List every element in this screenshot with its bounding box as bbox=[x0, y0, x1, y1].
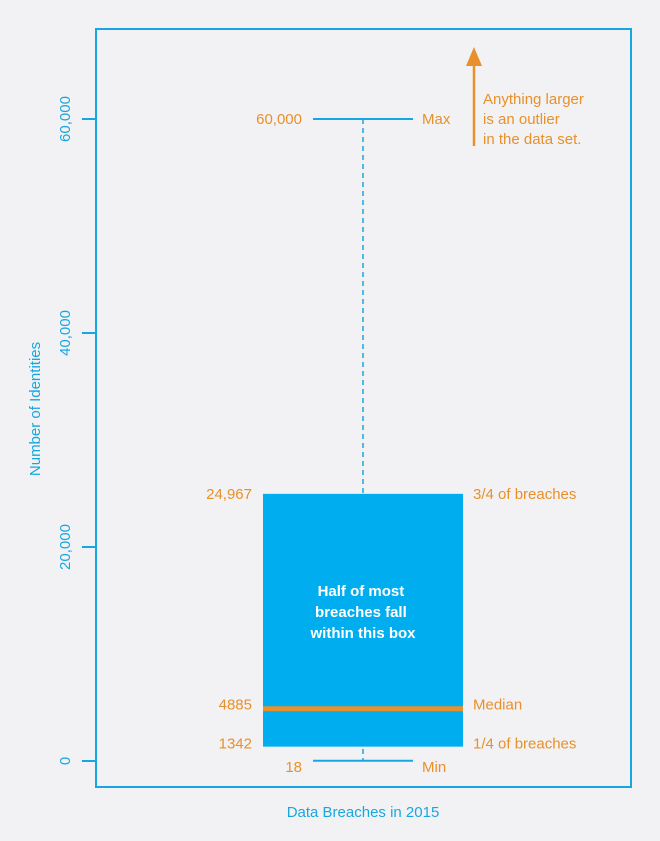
box-annotation: Half of most breaches fall within this b… bbox=[310, 583, 417, 642]
y-tick-label: 0 bbox=[57, 757, 74, 765]
box-annotation-line: Half of most bbox=[318, 583, 405, 600]
median-value-label: 4885 bbox=[219, 697, 252, 714]
x-axis-label: Data Breaches in 2015 bbox=[287, 804, 440, 821]
y-axis-ticks: 0 20,000 40,000 60,000 bbox=[57, 96, 96, 765]
outlier-note-line: is an outlier bbox=[483, 111, 560, 128]
max-value-label: 60,000 bbox=[256, 111, 302, 128]
y-axis-label: Number of Identities bbox=[27, 342, 44, 476]
y-tick-label: 20,000 bbox=[57, 524, 74, 570]
outlier-arrow-icon bbox=[466, 47, 482, 146]
outlier-note-line: Anything larger bbox=[483, 91, 584, 108]
median-stat-label: Median bbox=[473, 697, 522, 714]
q3-value-label: 24,967 bbox=[206, 486, 252, 503]
min-stat-label: Min bbox=[422, 759, 446, 776]
box-annotation-line: within this box bbox=[310, 625, 417, 642]
y-tick-label: 60,000 bbox=[57, 96, 74, 142]
max-stat-label: Max bbox=[422, 111, 451, 128]
min-value-label: 18 bbox=[285, 759, 302, 776]
q1-stat-label: 1/4 of breaches bbox=[473, 736, 576, 753]
outlier-note-line: in the data set. bbox=[483, 131, 581, 148]
y-tick-label: 40,000 bbox=[57, 310, 74, 356]
outlier-note: Anything larger is an outlier in the dat… bbox=[483, 91, 588, 148]
q1-value-label: 1342 bbox=[219, 736, 252, 753]
box-annotation-line: breaches fall bbox=[315, 604, 407, 621]
iqr-box bbox=[263, 493, 463, 747]
chart-frame bbox=[95, 28, 632, 788]
q3-stat-label: 3/4 of breaches bbox=[473, 486, 576, 503]
